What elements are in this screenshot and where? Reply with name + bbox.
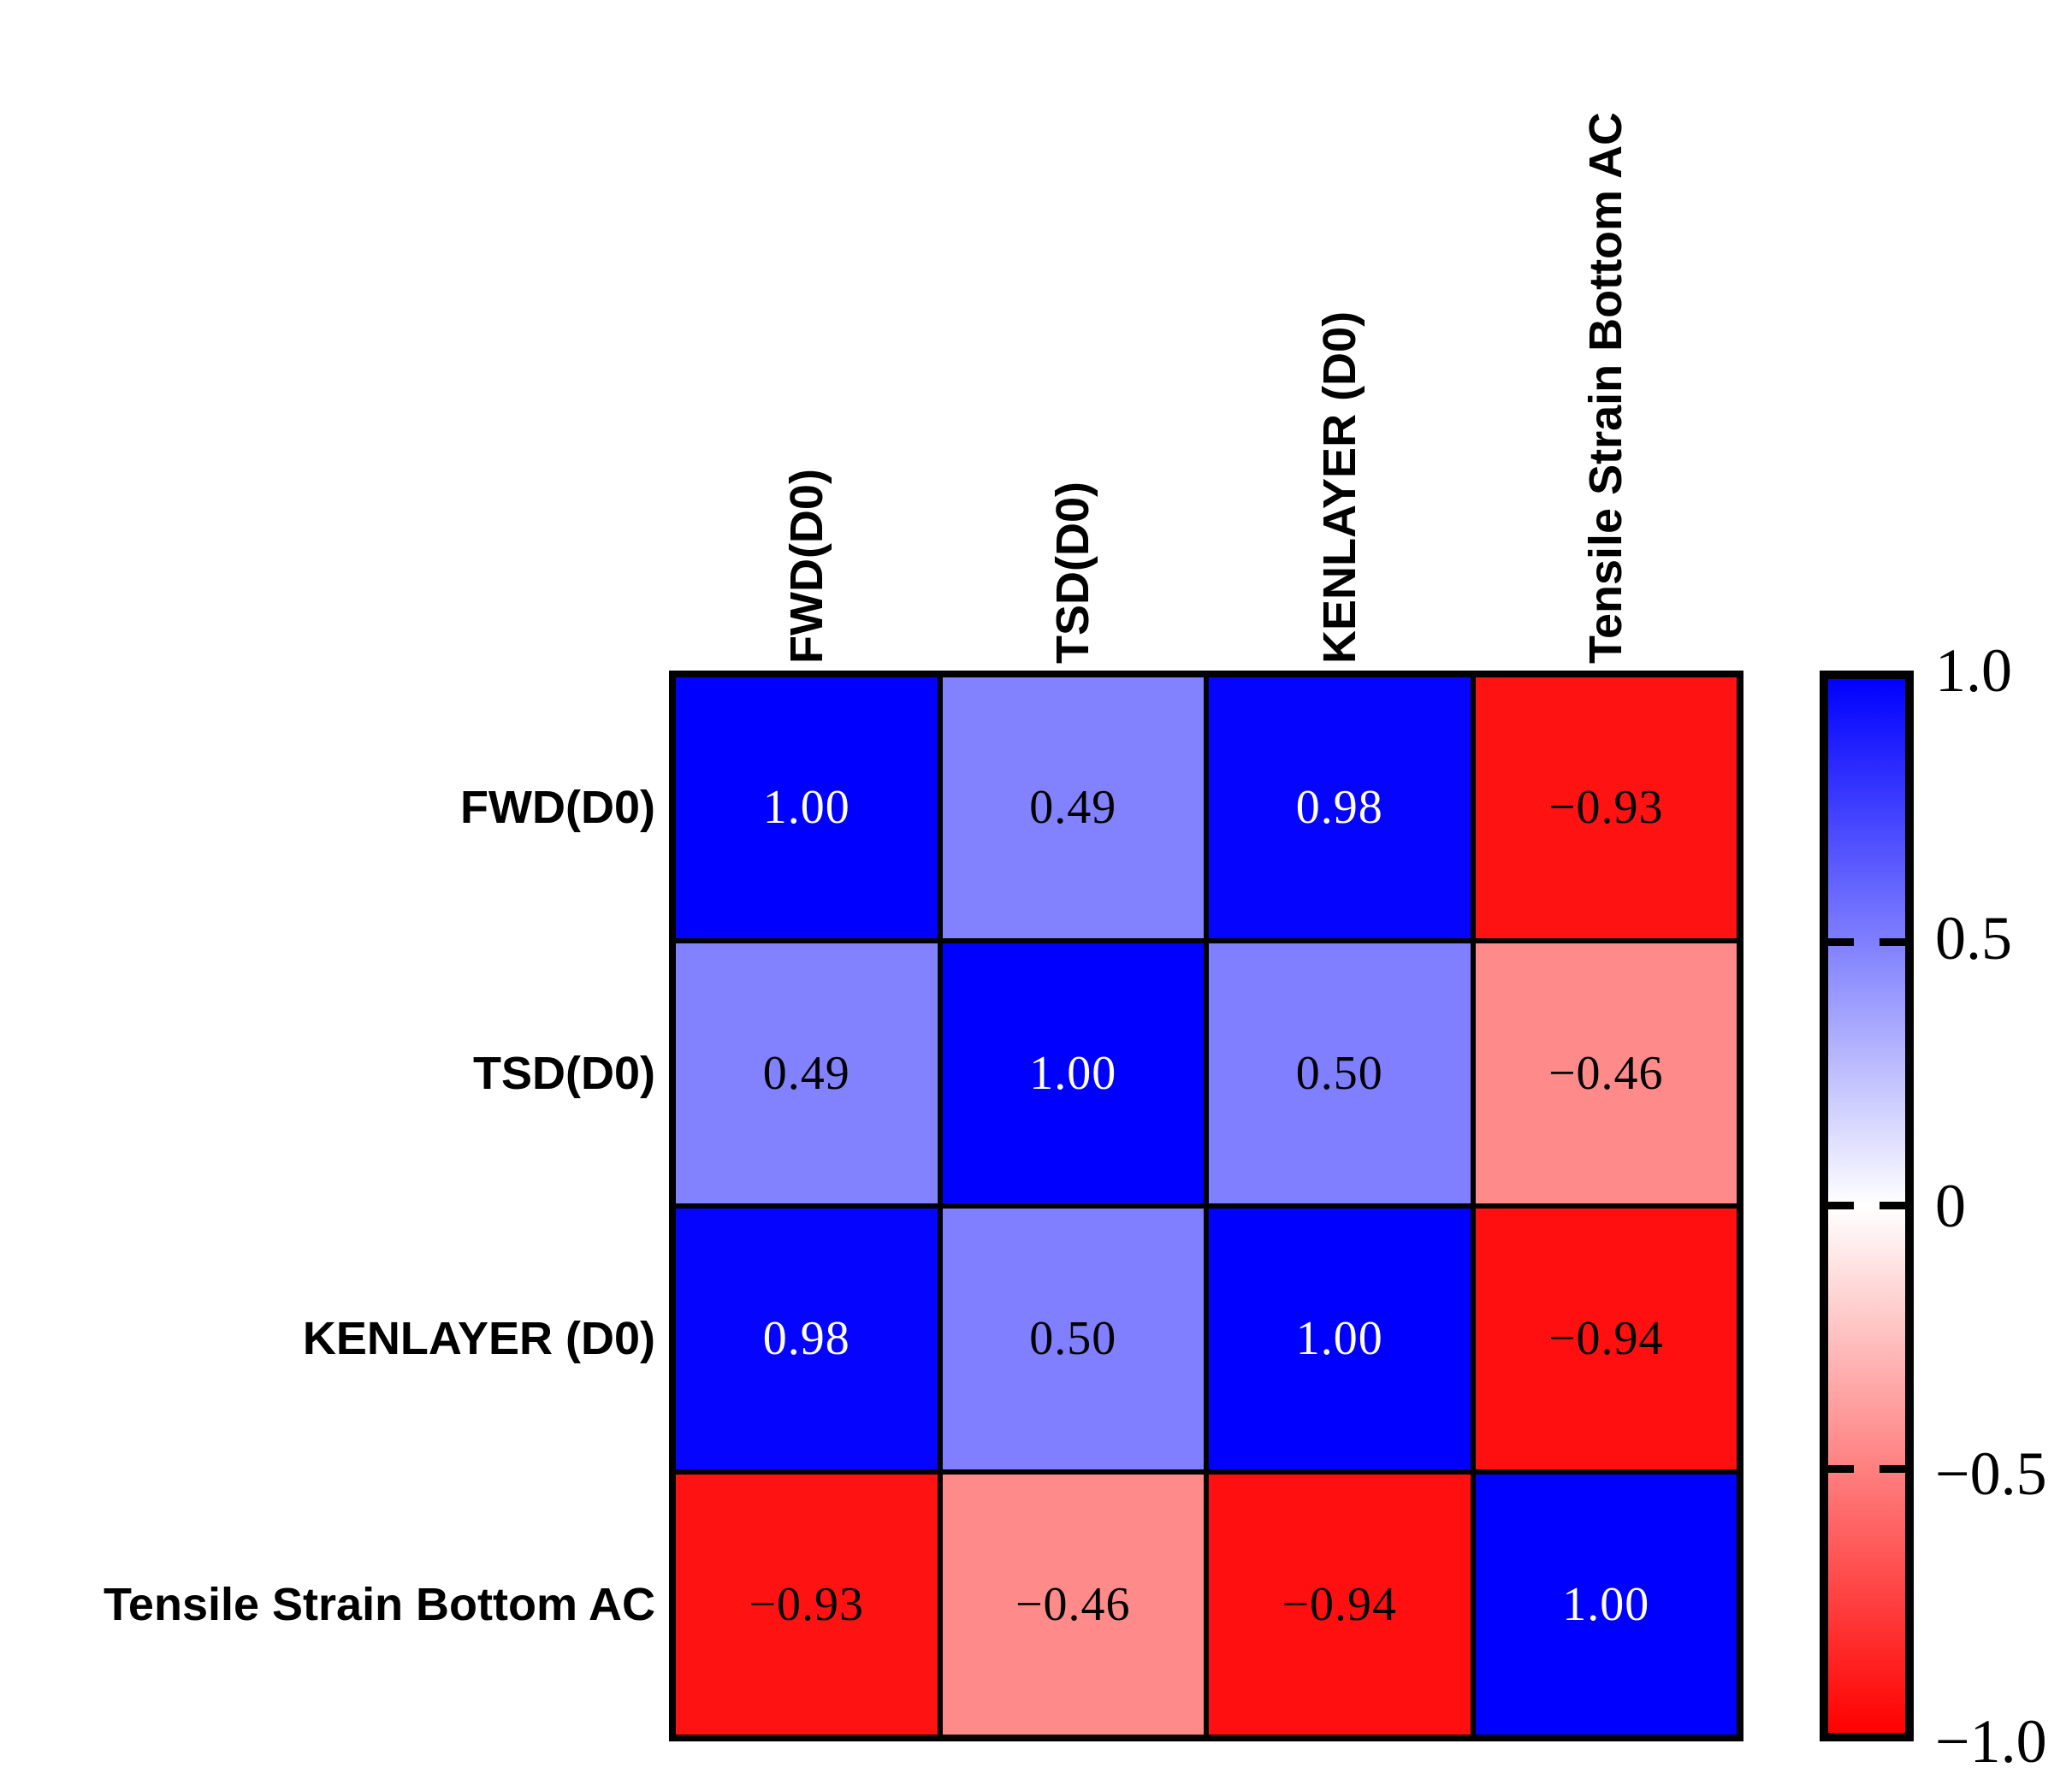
heatmap-cell: 0.50 [1209,943,1471,1203]
colorbar-tick-mark [1880,1202,1905,1209]
column-label-tensile-strain: Tensile Strain Bottom AC [1580,111,1631,664]
heatmap-cell: 0.49 [676,943,938,1203]
heatmap-cell: 1.00 [1475,1474,1737,1735]
colorbar-tick-mark [1828,938,1854,946]
heatmap-cell: −0.94 [1209,1474,1471,1735]
heatmap-cell: −0.93 [1475,677,1737,938]
column-label-kenlayer: KENLAYER (D0) [1314,310,1365,664]
heatmap-cell: 1.00 [942,943,1204,1203]
row-label-tsd: TSD(D0) [473,1048,655,1099]
heatmap-grid: 1.00 0.49 0.98 −0.93 0.49 1.00 0.50 −0.4… [669,671,1743,1741]
heatmap-cell: 1.00 [1209,1209,1471,1469]
row-label-fwd: FWD(D0) [460,782,655,833]
colorbar-tick-mark [1828,1202,1854,1209]
colorbar-tick-label: 0.5 [1935,904,2012,972]
colorbar-tick-label: 1.0 [1935,636,2012,705]
row-label-kenlayer: KENLAYER (D0) [302,1313,655,1364]
colorbar-tick-mark [1880,938,1905,946]
heatmap-cell: 0.49 [942,677,1204,938]
colorbar-tick-label: 0 [1935,1172,1966,1240]
heatmap-cell: −0.93 [676,1474,938,1735]
colorbar-tick-label: −1.0 [1935,1707,2047,1776]
heatmap-cell: −0.46 [1475,943,1737,1203]
colorbar-tick-label: −0.5 [1935,1439,2047,1508]
column-label-fwd: FWD(D0) [781,469,832,664]
heatmap-cell: −0.94 [1475,1209,1737,1469]
heatmap-cell: 0.98 [676,1209,938,1469]
column-label-tsd: TSD(D0) [1047,482,1098,664]
heatmap-cell: −0.46 [942,1474,1204,1735]
colorbar [1820,671,1914,1741]
heatmap-cell: 0.98 [1209,677,1471,938]
colorbar-tick-mark [1828,1465,1854,1473]
heatmap-cell: 0.50 [942,1209,1204,1469]
heatmap-cell: 1.00 [676,677,938,938]
row-label-tensile-strain: Tensile Strain Bottom AC [103,1579,655,1630]
colorbar-tick-mark [1880,1465,1905,1473]
